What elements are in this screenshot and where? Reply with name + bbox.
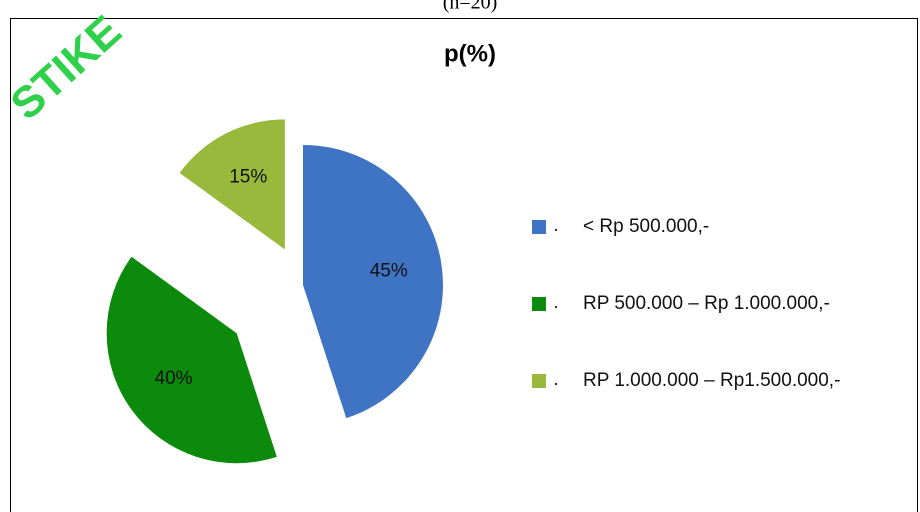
legend-swatch — [532, 220, 546, 234]
legend-swatch — [532, 297, 546, 311]
pie-slice — [303, 145, 444, 419]
pie-slice — [179, 119, 285, 250]
legend-label: RP 500.000 – Rp 1.000.000,- — [583, 293, 830, 314]
legend-dot — [554, 228, 558, 232]
legend-label: RP 1.000.000 – Rp1.500.000,- — [583, 370, 840, 391]
data-label: 40% — [155, 368, 193, 389]
legend-label: < Rp 500.000,- — [583, 216, 709, 237]
data-label: 45% — [370, 260, 408, 281]
caption: (n=20) — [443, 0, 498, 14]
legend-dot — [554, 305, 558, 309]
chart-title: p(%) — [444, 40, 496, 67]
legend-swatch — [532, 374, 546, 388]
legend-dot — [554, 382, 558, 386]
data-label: 15% — [229, 167, 267, 188]
pie-slice — [106, 256, 277, 464]
chart-frame — [10, 18, 918, 512]
